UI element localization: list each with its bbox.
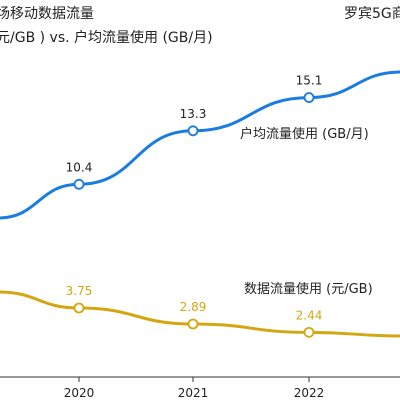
x-tick-label-2022: 2022 (294, 386, 325, 400)
price-point-2020 (73, 302, 85, 314)
x-tick-label-2020: 2020 (64, 386, 95, 400)
usage-point-2020 (73, 178, 85, 190)
price-data-label-2021: 2.89 (180, 300, 207, 314)
chart-title: 场移动数据流量 元/GB ) vs. 户均流量使用 (GB/月) (0, 6, 213, 46)
source-note: 罗宾5G商 (344, 6, 400, 22)
usage-data-label-2021: 13.3 (180, 107, 207, 121)
chart-title-line-2: 元/GB ) vs. 户均流量使用 (GB/月) (0, 29, 213, 46)
usage-series-label: 户均流量使用 (GB/月) (240, 126, 369, 142)
usage-point-2022 (303, 92, 315, 103)
chart-title-line-1: 场移动数据流量 (0, 6, 94, 22)
series-layer (0, 70, 400, 338)
usage-data-label-2022: 15.1 (296, 74, 323, 88)
price-series-label: 数据流量使用 (元/GB) (244, 281, 373, 297)
data-labels: 10.4 13.3 15.1 3.75 2.89 2.44 (66, 74, 323, 323)
usage-series-line (0, 70, 400, 220)
price-point-2021 (187, 318, 199, 330)
usage-point-2021 (187, 125, 199, 137)
price-data-label-2020: 3.75 (66, 284, 93, 298)
price-data-label-2022: 2.44 (296, 308, 323, 322)
price-series-line (0, 290, 400, 338)
usage-data-label-2020: 10.4 (66, 160, 93, 174)
x-axis: 2020 2021 2022 (0, 376, 400, 400)
series-legend-labels: 户均流量使用 (GB/月) 数据流量使用 (元/GB) (240, 126, 373, 297)
x-tick-label-2021: 2021 (178, 386, 209, 400)
price-point-2022 (303, 326, 315, 338)
